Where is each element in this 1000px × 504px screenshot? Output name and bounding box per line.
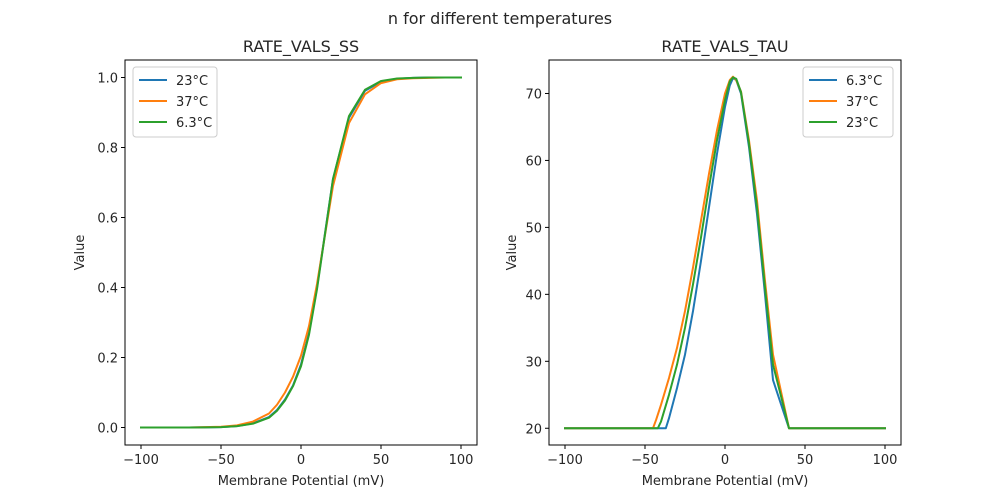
subplot-tau: RATE_VALS_TAU −100 −50 0 50 100 20 30 40 50 60 70 Me… xyxy=(505,37,902,489)
x-tick-label: 100 xyxy=(873,453,898,468)
subplot-title: RATE_VALS_SS xyxy=(243,37,359,57)
figure-suptitle: n for different temperatures xyxy=(388,9,612,28)
legend-entry: 23°C xyxy=(176,74,208,89)
legend-entry: 6.3°C xyxy=(176,116,212,131)
series-line-23-c xyxy=(564,76,886,430)
y-tick-label: 40 xyxy=(525,288,542,303)
y-tick-label: 1.0 xyxy=(97,72,118,87)
y-tick-label: 0.6 xyxy=(97,212,118,227)
y-tick-label: 0.8 xyxy=(97,142,118,157)
y-tick-label: 50 xyxy=(525,221,542,236)
x-axis-label: Membrane Potential (mV) xyxy=(218,474,385,489)
legend-frame xyxy=(132,66,218,138)
y-tick-label: 0.2 xyxy=(97,352,118,367)
x-axis-label: Membrane Potential (mV) xyxy=(642,474,809,489)
x-tick-label: 100 xyxy=(449,453,474,468)
x-tick-label: 0 xyxy=(297,453,305,468)
series-line-6-3-c xyxy=(140,76,462,429)
y-tick-label: 60 xyxy=(525,154,542,169)
legend-entry: 37°C xyxy=(176,95,208,110)
legend-entry: 37°C xyxy=(846,95,878,110)
y-tick-label: 0.4 xyxy=(97,282,118,297)
legend: 6.3°C 37°C 23°C xyxy=(802,66,894,138)
legend-entry: 6.3°C xyxy=(846,74,882,89)
y-tick-label: 30 xyxy=(525,355,542,370)
y-tick-label: 70 xyxy=(525,87,542,102)
legend: 23°C 37°C 6.3°C xyxy=(132,66,218,138)
x-tick-label: 0 xyxy=(721,453,729,468)
y-tick-label: 0.0 xyxy=(97,422,118,437)
y-tick-label: 20 xyxy=(525,422,542,437)
legend-entry: 23°C xyxy=(846,116,878,131)
x-tick-label: −50 xyxy=(207,453,234,468)
legend-frame xyxy=(802,66,894,138)
x-tick-label: 50 xyxy=(373,453,390,468)
y-axis-label: Value xyxy=(73,235,88,271)
subplot-title: RATE_VALS_TAU xyxy=(661,37,788,57)
x-tick-label: −100 xyxy=(547,453,583,468)
x-tick-label: 50 xyxy=(797,453,814,468)
subplot-ss: RATE_VALS_SS −100 −50 0 50 100 0.0 0.2 0.4 0.6 0.8… xyxy=(73,37,478,489)
y-axis-label: Value xyxy=(505,235,520,271)
x-tick-label: −50 xyxy=(631,453,658,468)
x-tick-label: −100 xyxy=(123,453,159,468)
